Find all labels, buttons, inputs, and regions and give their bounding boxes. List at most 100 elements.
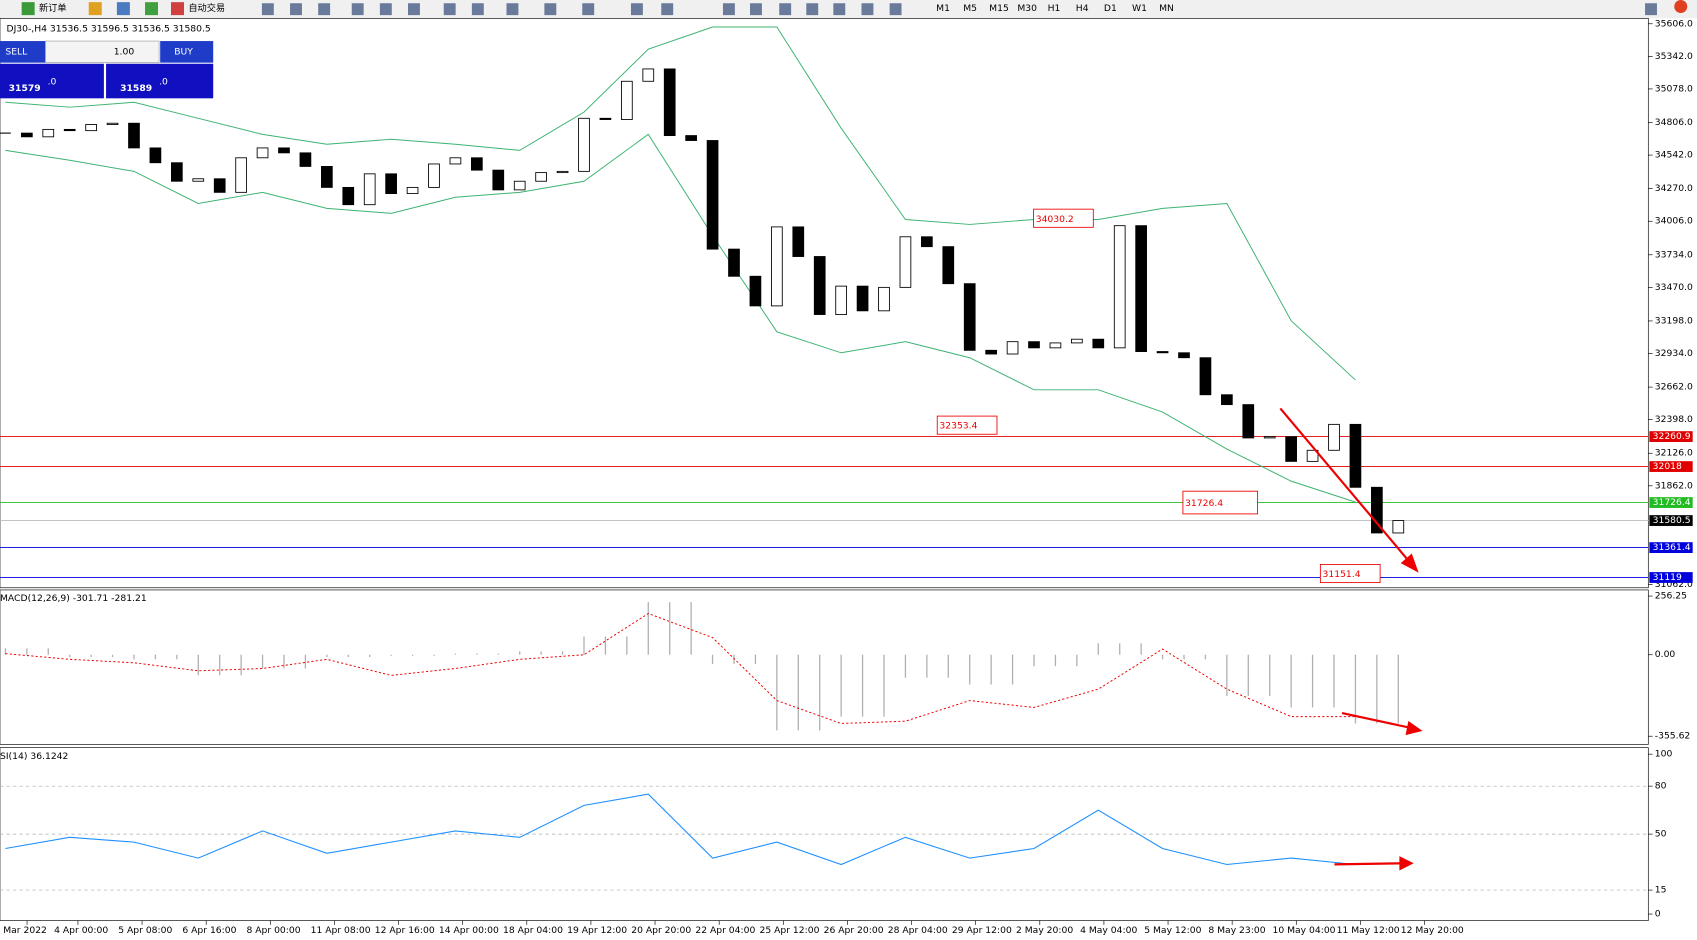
price-tick-label: 33198.0	[1655, 315, 1693, 326]
buy-button[interactable]	[160, 41, 214, 63]
price-line-tag	[1649, 461, 1693, 472]
price-tick-label: 32662.0	[1655, 382, 1693, 393]
macd-label: MACD(12,26,9) -301.71 -281.21	[0, 593, 147, 604]
price-line-label: 31119	[1653, 572, 1682, 583]
rsi-tick-label: 15	[1655, 885, 1667, 896]
tool-icon[interactable]	[506, 3, 519, 16]
toolbar-icon[interactable]	[116, 2, 130, 16]
tool-icon[interactable]	[806, 3, 819, 16]
buy-label[interactable]: BUY	[174, 46, 193, 57]
tool-icon[interactable]	[779, 3, 792, 16]
tool-icon[interactable]	[290, 3, 302, 16]
tool-icon[interactable]	[722, 3, 735, 16]
time-label: 18 Apr 04:00	[503, 925, 563, 936]
candle	[1135, 225, 1147, 352]
candle	[192, 178, 205, 182]
tool-icon[interactable]	[379, 3, 392, 16]
buy-price-box[interactable]	[106, 63, 214, 99]
macd-panel	[0, 589, 1649, 745]
sell-price-fraction[interactable]: .0	[48, 77, 57, 88]
timeframe-bar: M1 M5 M15 M30 H1 H4 D1 W1 MN	[936, 3, 1174, 14]
price-line-tag	[1649, 515, 1693, 526]
sell-price-box[interactable]	[0, 63, 104, 99]
timeframe-button[interactable]: M5	[963, 3, 977, 14]
timeframe-button[interactable]: M30	[1017, 3, 1037, 14]
rsi-line	[5, 793, 1356, 866]
sell-price[interactable]: 31579	[9, 83, 41, 94]
bollinger-lower	[5, 133, 1356, 503]
candle	[42, 128, 55, 138]
tool-icon[interactable]	[1645, 3, 1657, 16]
candle	[578, 117, 590, 172]
candle	[1392, 520, 1405, 534]
candle	[1285, 436, 1297, 462]
buy-price[interactable]: 31589	[120, 83, 152, 94]
timeframe-button[interactable]: W1	[1132, 3, 1147, 14]
candle	[921, 236, 933, 248]
tool-icon[interactable]	[582, 3, 595, 16]
tool-icon[interactable]	[750, 3, 762, 16]
timeframe-button[interactable]: M1	[936, 3, 950, 14]
candle	[1263, 436, 1276, 439]
trend-arrow	[1341, 712, 1413, 730]
time-label: 5 May 12:00	[1144, 925, 1201, 936]
time-label: 6 Apr 16:00	[182, 925, 236, 936]
alert-icon[interactable]	[1674, 0, 1688, 13]
candle	[792, 226, 805, 257]
price-annotation: 32353.4	[939, 421, 977, 432]
new-order-icon[interactable]	[21, 2, 35, 16]
timeframe-button[interactable]: MN	[1159, 3, 1174, 14]
tool-icon[interactable]	[833, 3, 846, 16]
lot-value[interactable]: 1.00	[114, 46, 135, 57]
tool-icon[interactable]	[443, 3, 456, 16]
candle	[1306, 449, 1319, 462]
sell-label[interactable]: SELL	[5, 46, 28, 57]
auto-trading-button[interactable]: 自动交易	[188, 2, 225, 14]
macd-signal	[5, 612, 1356, 724]
candle	[278, 147, 290, 154]
buy-price-fraction[interactable]: .0	[159, 77, 168, 88]
new-order-button[interactable]: 新订单	[39, 2, 67, 14]
auto-trading-icon[interactable]	[170, 2, 184, 16]
tool-icon[interactable]	[630, 3, 643, 16]
price-line-label: 32260.9	[1653, 431, 1691, 442]
candle	[492, 169, 505, 191]
tool-icon[interactable]	[861, 3, 874, 16]
one-click-trading: SELL 1.00 BUY 31579 .0 31589 .0	[0, 40, 214, 99]
candle	[1156, 351, 1169, 354]
tool-icon[interactable]	[408, 3, 420, 16]
timeframe-button[interactable]: H4	[1076, 3, 1089, 14]
candle	[963, 283, 976, 351]
tool-icon[interactable]	[471, 3, 484, 16]
time-label: 11 Apr 08:00	[311, 925, 371, 936]
tool-icon[interactable]	[351, 3, 364, 16]
rsi-tick-label: 0	[1655, 909, 1661, 920]
tool-icon[interactable]	[661, 3, 674, 16]
candle	[556, 170, 569, 174]
toolbar-icon[interactable]	[88, 2, 102, 16]
candle	[535, 172, 547, 182]
tool-icon[interactable]	[544, 3, 557, 16]
price-tick-label: 34270.0	[1655, 183, 1693, 194]
price-tick-label: 32126.0	[1655, 448, 1693, 459]
time-label: 26 Apr 20:00	[824, 925, 884, 936]
price-tick-label: 34006.0	[1655, 216, 1693, 227]
sell-button[interactable]	[0, 41, 46, 63]
time-label: 20 Apr 20:00	[631, 925, 691, 936]
price-annotation-box	[1182, 490, 1259, 515]
time-label: 4 May 04:00	[1080, 925, 1137, 936]
price-line-label: 31726.4	[1653, 497, 1691, 508]
price-tick-label: 35342.0	[1655, 51, 1693, 62]
candle	[1371, 486, 1383, 534]
candle	[406, 186, 419, 195]
tool-icon[interactable]	[318, 3, 331, 16]
price-tick-label: 34542.0	[1655, 150, 1693, 161]
timeframe-button[interactable]: H1	[1048, 3, 1061, 14]
time-label: 22 Apr 04:00	[695, 925, 755, 936]
timeframe-button[interactable]: M15	[989, 3, 1009, 14]
toolbar-icon[interactable]	[145, 2, 159, 16]
tool-icon[interactable]	[889, 3, 902, 16]
lot-input[interactable]	[45, 40, 160, 63]
tool-icon[interactable]	[261, 3, 274, 16]
timeframe-button[interactable]: D1	[1104, 3, 1117, 14]
